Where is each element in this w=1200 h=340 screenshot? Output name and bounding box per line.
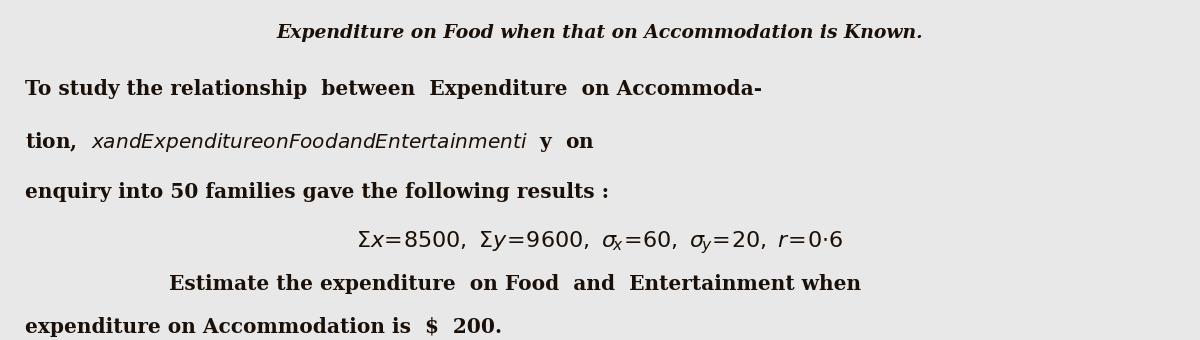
Text: $\Sigma x\!=\!8500,\ \Sigma y\!=\!9600,\ \sigma_{\!x}\!=\!60,\ \sigma_{\!y}\!=\!: $\Sigma x\!=\!8500,\ \Sigma y\!=\!9600,\… (356, 229, 844, 256)
Text: Estimate the expenditure  on Food  and  Entertainment when: Estimate the expenditure on Food and Ent… (169, 274, 862, 294)
Text: tion,  $  x  and Expenditure  on Food  and  Entertainmenti  $  y  on: tion, $ x and Expenditure on Food and En… (25, 130, 595, 154)
Text: enquiry into 50 families gave the following results :: enquiry into 50 families gave the follow… (25, 182, 610, 202)
Text: expenditure on Accommodation is  $  200.: expenditure on Accommodation is $ 200. (25, 318, 503, 337)
Text: To study the relationship  between  Expenditure  on Accommoda-: To study the relationship between Expend… (25, 79, 762, 99)
Text: Expenditure on Food when that on Accommodation is Known.: Expenditure on Food when that on Accommo… (277, 24, 923, 42)
